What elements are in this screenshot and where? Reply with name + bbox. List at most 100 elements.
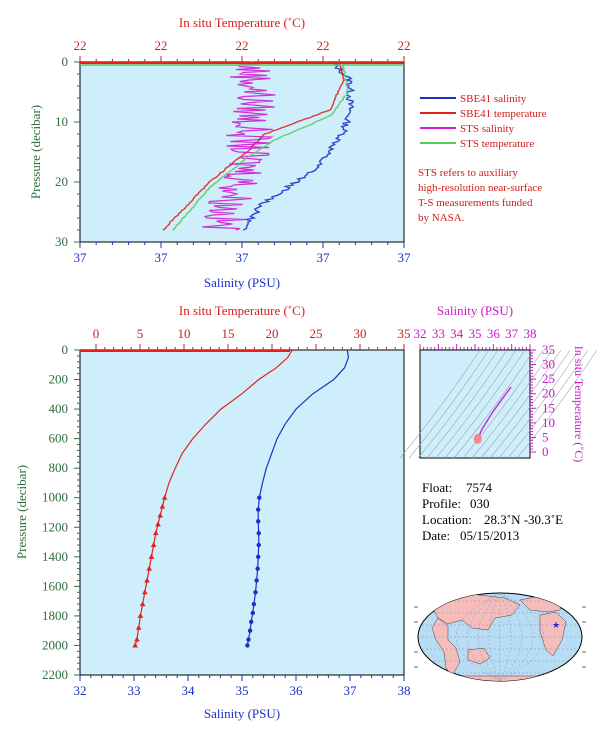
ts-y-tick-label: 25 (542, 371, 555, 386)
top-x2-tick-label: 22 (74, 38, 87, 53)
legend-label: STS temperature (460, 138, 534, 150)
sts-note-line: T-S measurements funded (418, 197, 533, 209)
salinity-point (248, 619, 254, 625)
world-map: ★ (414, 592, 586, 682)
ts-x-tick-label: 38 (524, 326, 537, 341)
salinity-point (256, 542, 261, 548)
salinity-point (256, 554, 261, 560)
ts-y-tick-label: 15 (542, 400, 555, 415)
temperature-point (146, 565, 153, 571)
date-label: Date: (422, 528, 450, 543)
salinity-point (247, 628, 253, 633)
ts-y-axis-title: In situ Temperature (˚C) (572, 346, 586, 463)
salinity-point (251, 601, 257, 607)
main-y-tick-label: 2000 (42, 637, 68, 652)
top-legend: SBE41 salinity SBE41 temperature STS salin… (420, 93, 547, 150)
salinity-point (250, 610, 255, 616)
ts-x-tick-label: 37 (505, 326, 519, 341)
main-y-axis-title: Pressure (decibar) (14, 465, 29, 559)
density-contour (408, 349, 490, 459)
map-meridian (499, 593, 512, 681)
legend-label: SBE41 temperature (460, 108, 547, 120)
sts-note-line: STS refers to auxiliary (418, 167, 518, 179)
ts-x-tick-label: 33 (432, 326, 445, 341)
main-x2-tick-label: 15 (222, 326, 235, 341)
ts-x-tick-label: 32 (414, 326, 427, 341)
salinity-point (255, 566, 260, 571)
main-x2-tick-label: 5 (137, 326, 144, 341)
main-y-tick-label: 1200 (42, 519, 68, 534)
temperature-point (137, 612, 144, 618)
temperature-point (144, 577, 150, 583)
sts-note-line: high-resolution near-surface (418, 182, 542, 194)
ts-y-tick-label: 35 (542, 342, 555, 357)
ts-x-axis-title: Salinity (PSU) (437, 303, 513, 318)
top-y-tick-label: 20 (55, 174, 68, 189)
map-meridian (477, 593, 501, 681)
temperature-point (159, 503, 166, 509)
top-y-axis-title: Pressure (decibar) (28, 105, 43, 199)
top-x2-tick-label: 22 (317, 38, 330, 53)
location-label: Location: (422, 512, 472, 527)
main-chart: In situ Temperature (˚C) 0 5 10 15 20 25 30 35 … (14, 303, 411, 721)
temperature-point (157, 512, 164, 518)
top-sbe41-salinity-line (242, 61, 356, 231)
temperature-point (135, 624, 142, 630)
top-sbe41-temperature-line (162, 61, 346, 231)
top-x-tick-label: 37 (317, 250, 331, 265)
float-value: 7574 (466, 480, 493, 495)
top-x-tick-label: 37 (236, 250, 250, 265)
density-contour (507, 349, 589, 459)
top-y-tick-label: 10 (55, 114, 68, 129)
density-contour (516, 349, 598, 459)
top-y-ticks: 0 10 20 30 (55, 54, 80, 249)
density-contour (426, 349, 508, 459)
salinity-point (254, 578, 259, 583)
main-y-tick-label: 2200 (42, 667, 68, 682)
main-x-ticks: 32 33 34 35 36 37 38 (74, 675, 411, 698)
temperature-point (134, 636, 140, 642)
map-meridian (488, 593, 501, 681)
density-contour (462, 349, 544, 459)
ts-deep-cluster (473, 433, 482, 444)
map-meridian (466, 593, 501, 681)
temperature-point (153, 530, 159, 536)
legend-label: SBE41 salinity (460, 93, 527, 105)
main-y-ticks: 0 200 400 600 800 1000 1200 1400 1600 1800 2000 220… (42, 342, 80, 682)
map-meridian (456, 593, 501, 681)
float-position-marker: ★ (552, 620, 560, 630)
temperature-point (150, 542, 157, 547)
ts-x-tick-label: 36 (487, 326, 501, 341)
profile-value: 030 (470, 496, 490, 511)
main-x-tick-label: 33 (128, 683, 141, 698)
top-x2-axis-title: In situ Temperature (˚C) (179, 15, 305, 30)
top-x2-tick-label: 22 (236, 38, 249, 53)
main-x-tick-label: 35 (236, 683, 249, 698)
temperature-point (155, 521, 161, 527)
top-x-tick-label: 37 (398, 250, 412, 265)
salinity-point (256, 507, 261, 512)
top-sts-salinity-line (202, 61, 276, 231)
ts-profile-line (477, 386, 512, 440)
main-x2-tick-label: 10 (178, 326, 191, 341)
map-ticks (414, 606, 586, 668)
main-x2-tick-label: 35 (398, 326, 411, 341)
top-x-tick-label: 37 (74, 250, 88, 265)
date-value: 05/15/2013 (460, 528, 519, 543)
temperature-point (161, 494, 168, 500)
temperature-point (132, 642, 138, 648)
density-contour (453, 349, 535, 459)
ts-y-tick-label: 20 (542, 386, 555, 401)
ts-series-layer (473, 386, 512, 444)
main-x2-tick-label: 30 (354, 326, 367, 341)
main-x-tick-label: 32 (74, 683, 87, 698)
top-x2-ticks: 22 22 22 22 22 (74, 38, 411, 62)
density-contour (399, 349, 481, 459)
ts-x-tick-label: 34 (450, 326, 464, 341)
top-y-tick-label: 0 (62, 54, 69, 69)
main-x2-tick-label: 0 (93, 326, 100, 341)
top-x-tick-label: 37 (155, 250, 169, 265)
main-y-tick-label: 800 (49, 460, 69, 475)
main-x-tick-label: 38 (398, 683, 411, 698)
ts-y-tick-label: 30 (542, 357, 555, 372)
